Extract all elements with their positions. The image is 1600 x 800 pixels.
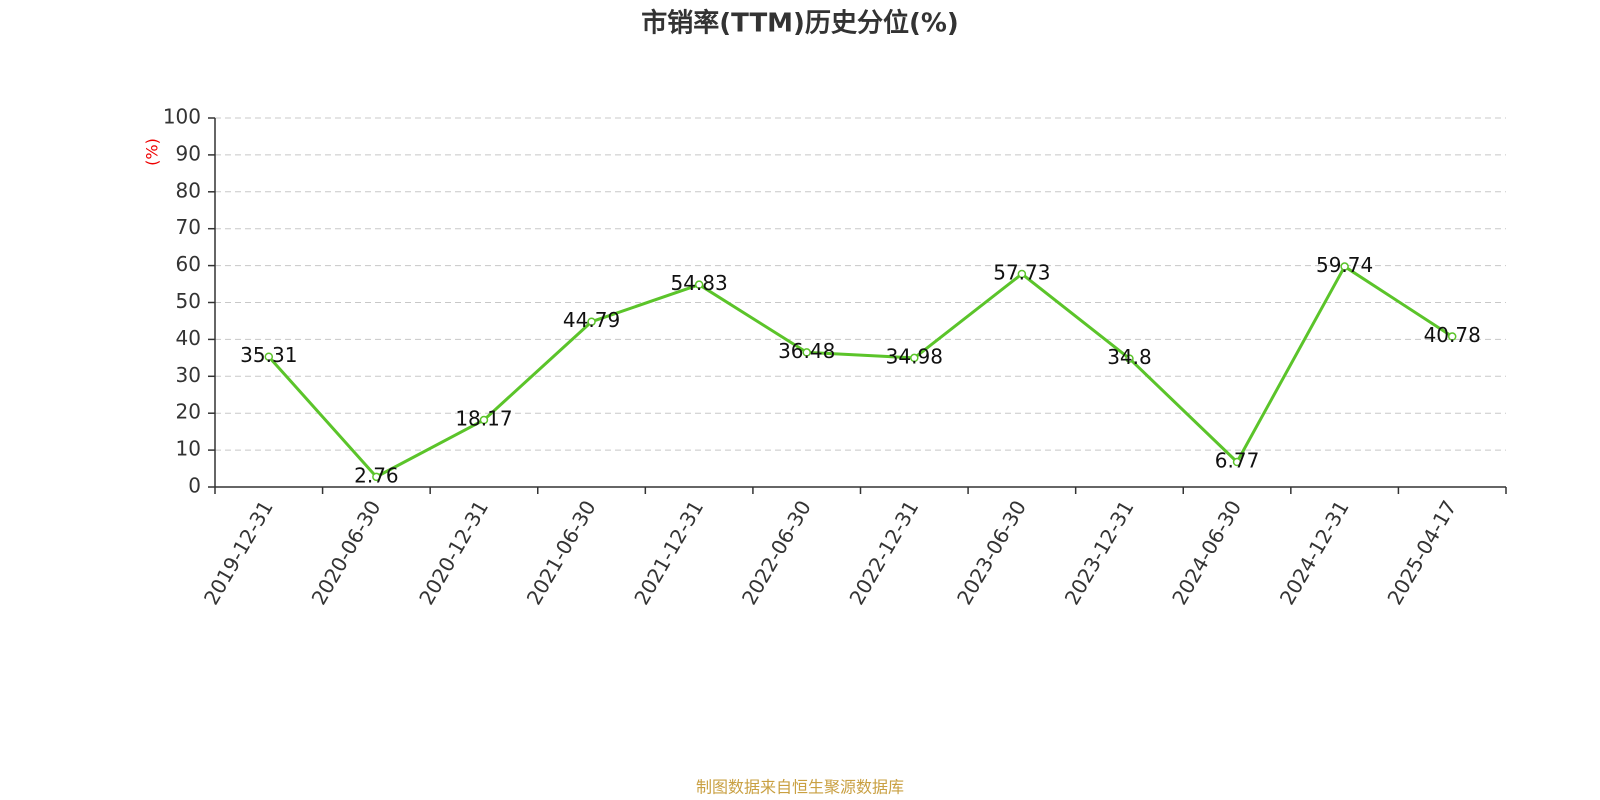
x-tick-label: 2024-12-31: [1275, 496, 1354, 609]
y-tick-label: 0: [188, 474, 201, 498]
x-tick-label: 2024-06-30: [1167, 496, 1246, 609]
data-label: 59.74: [1316, 253, 1373, 277]
data-label: 18.17: [455, 406, 512, 430]
data-label: 2.76: [354, 463, 399, 487]
x-tick-label: 2021-12-31: [629, 496, 708, 609]
chart-title: 市销率(TTM)历史分位(%): [641, 8, 959, 39]
data-point: [910, 353, 919, 363]
data-point: [1017, 269, 1027, 279]
x-tick-label: 2022-06-30: [737, 496, 816, 609]
data-label: 34.98: [886, 344, 943, 368]
data-point: [694, 280, 704, 289]
y-tick-label: 90: [176, 141, 201, 165]
data-line: [267, 265, 1454, 479]
data-point: [1232, 457, 1242, 467]
x-tick-label: 2022-12-31: [844, 496, 923, 609]
y-tick-label: 20: [176, 400, 201, 424]
y-axis-label: (%): [143, 138, 162, 166]
x-tick-label: 2021-06-30: [522, 496, 601, 609]
data-point: [802, 348, 811, 357]
y-tick-label: 50: [176, 289, 201, 313]
data-point: [479, 415, 489, 425]
data-point: [1340, 262, 1349, 271]
data-point: [264, 352, 274, 361]
y-tick-label: 40: [176, 326, 201, 350]
x-tick-label: 2023-12-31: [1060, 496, 1139, 609]
y-tick-label: 60: [176, 252, 201, 276]
data-label: 40.78: [1424, 323, 1481, 347]
data-label: 54.83: [670, 271, 727, 295]
y-tick-label: 80: [176, 178, 201, 202]
y-tick-label: 70: [176, 215, 201, 239]
data-label: 44.79: [563, 308, 620, 332]
y-tick-label: 30: [176, 363, 201, 387]
y-tick-label: 10: [176, 437, 201, 461]
x-tick-label: 2019-12-31: [199, 496, 278, 609]
data-point: [1447, 332, 1457, 341]
data-label: 34.8: [1107, 345, 1152, 369]
data-label: 57.73: [993, 260, 1050, 284]
x-tick-label: 2023-06-30: [952, 496, 1031, 609]
y-tick-label: 100: [163, 105, 201, 129]
data-label: 36.48: [778, 339, 835, 363]
data-point: [372, 472, 381, 482]
data-point: [1125, 354, 1134, 363]
data-label: 6.77: [1215, 449, 1260, 473]
x-tick-label: 2025-04-17: [1382, 496, 1461, 609]
x-tick-label: 2020-06-30: [307, 496, 386, 609]
source-note: 制图数据来自恒生聚源数据库: [696, 778, 904, 797]
data-label: 35.31: [240, 343, 297, 367]
data-point: [587, 317, 596, 326]
x-tick-label: 2020-12-31: [414, 496, 493, 609]
